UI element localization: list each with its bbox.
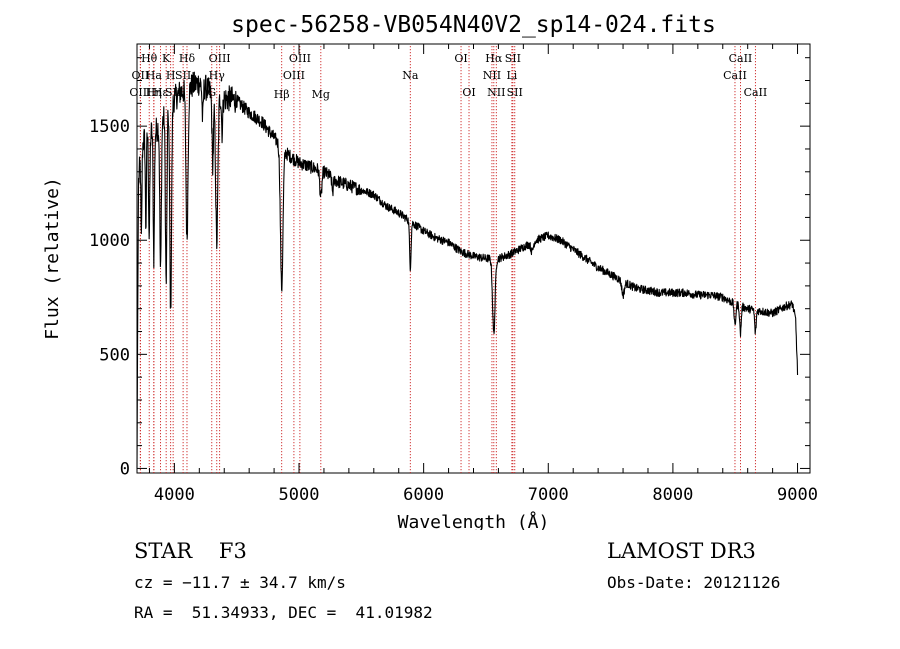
line-marker-label: CaII — [729, 52, 753, 65]
line-marker-label: Hη — [146, 86, 162, 99]
line-marker-label: OI — [454, 52, 467, 65]
y-tick-label: 1000 — [89, 231, 130, 251]
line-marker-label: SII — [175, 69, 191, 82]
line-marker-label: Hε — [153, 86, 169, 99]
line-marker-label: OIII — [289, 52, 311, 65]
x-tick-label: 6000 — [403, 485, 444, 505]
line-marker-label: CaII — [744, 86, 768, 99]
line-marker-label: SII — [505, 52, 521, 65]
coordinates-label: RA = 51.34933, DEC = 41.01982 — [134, 603, 433, 622]
x-tick-label: 8000 — [652, 485, 693, 505]
line-marker-label: Na — [402, 69, 419, 82]
x-tick-label: 7000 — [528, 485, 569, 505]
line-marker-label: Hβ — [274, 88, 290, 101]
x-tick-label: 4000 — [154, 485, 195, 505]
x-tick-label: 5000 — [279, 485, 320, 505]
line-marker-label: CaII — [723, 69, 747, 82]
x-tick-label: 9000 — [777, 485, 818, 505]
line-marker-label: OIII — [129, 86, 151, 99]
line-marker-label: Hγ — [209, 69, 226, 82]
y-tick-label: 1500 — [89, 117, 130, 137]
line-marker-label: G — [207, 86, 216, 99]
line-marker-label: NII — [483, 69, 501, 82]
chart-title: spec-56258-VB054N40V2_sp14-024.fits — [231, 12, 716, 38]
x-axis-label: Wavelength (Å) — [398, 511, 550, 530]
line-marker-label: H — [166, 69, 176, 82]
line-marker-label: Hα — [485, 52, 503, 65]
line-marker-label: Hδ — [179, 52, 196, 65]
line-marker-label: SII — [507, 86, 523, 99]
line-marker-label: K — [162, 52, 171, 65]
line-marker-label: OIII — [209, 52, 231, 65]
y-tick-label: 500 — [99, 345, 130, 365]
spectrum-line — [136, 71, 799, 469]
object-class-label: STAR F3 — [134, 539, 247, 563]
y-axis-label: Flux (relative) — [42, 177, 63, 340]
line-marker-label: NII — [487, 86, 505, 99]
redshift-label: cz = −11.7 ± 34.7 km/s — [134, 573, 346, 592]
line-marker-label: Mg — [312, 88, 330, 101]
line-marker-label: OI — [462, 86, 475, 99]
line-marker-label: OII — [132, 69, 150, 82]
line-marker-label: OIII — [283, 69, 305, 82]
line-marker-label: Hθ — [141, 52, 158, 65]
line-marker-label: Ha­ — [146, 69, 163, 82]
y-tick-label: 0 — [120, 459, 130, 479]
line-marker-label: Li — [506, 69, 517, 82]
survey-label: LAMOST DR3 — [607, 539, 756, 563]
obs-date-label: Obs-Date: 20121126 — [607, 573, 781, 592]
